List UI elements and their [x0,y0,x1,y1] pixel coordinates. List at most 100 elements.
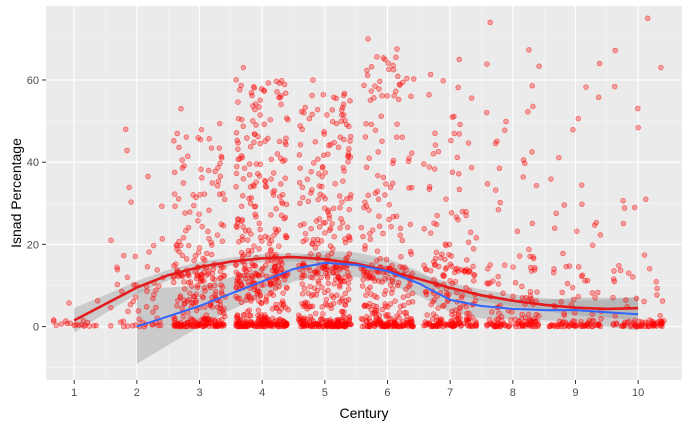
data-point [120,252,127,259]
data-point [253,179,259,185]
data-point [346,315,353,321]
data-point [525,109,531,115]
data-point [380,174,387,181]
data-point [433,249,440,256]
data-point [579,272,586,278]
data-point [561,202,568,208]
data-point [631,204,638,211]
data-point [346,123,352,130]
data-point [211,276,218,283]
data-point [238,203,245,209]
data-point [389,180,396,186]
data-point [409,290,416,297]
data-point [626,318,632,324]
data-point [394,323,400,330]
data-point [122,126,129,133]
data-point [421,161,427,167]
data-point [195,218,201,224]
data-point [382,276,388,282]
data-point [394,121,400,127]
data-point [235,115,242,122]
data-point [610,294,616,301]
data-point [473,235,480,241]
data-point [278,101,284,108]
data-point [385,322,392,329]
data-point [341,136,347,143]
data-point [214,232,221,238]
data-point [216,145,223,151]
data-point [312,310,319,317]
data-point [198,126,205,133]
data-point [206,207,212,214]
data-point [307,283,313,290]
data-point [234,315,241,321]
data-point [483,109,490,116]
data-point [329,107,336,113]
data-point [322,301,329,307]
data-point [428,230,434,236]
data-point [646,323,652,330]
data-point [388,290,395,296]
data-point [381,322,388,329]
data-point [635,105,641,112]
data-point [315,252,322,258]
data-point [388,223,394,230]
data-point [256,246,262,252]
data-point [257,226,263,233]
data-point [327,141,334,148]
data-point [379,138,385,144]
data-point [187,209,193,215]
data-point [215,165,221,171]
data-point [207,284,214,291]
data-point [558,321,565,328]
data-point [199,223,205,230]
data-point [247,184,254,190]
data-point [308,168,314,175]
data-point [387,301,394,307]
data-point [181,163,187,169]
data-point [206,320,213,326]
data-point [364,287,371,293]
data-point [341,92,347,99]
data-point [399,322,405,329]
data-point [496,321,503,327]
data-point [108,237,114,244]
data-point [393,134,400,140]
data-point [596,60,603,67]
data-point [244,237,251,243]
data-point [239,193,246,199]
data-point [636,318,642,325]
data-point [299,300,305,307]
data-point [221,196,228,203]
data-point [283,115,290,121]
data-point [201,191,208,197]
data-point [393,54,399,61]
data-point [153,304,159,311]
data-point [470,246,477,252]
data-point [276,138,283,145]
data-point [408,315,414,322]
data-point [464,257,470,263]
data-point [575,115,582,122]
data-point [526,317,533,324]
data-point [362,199,368,205]
data-point [315,240,321,247]
data-point [558,299,564,305]
data-point [262,183,269,189]
data-point [119,288,125,295]
data-point [318,316,324,323]
data-point [170,279,177,286]
data-point [533,182,540,189]
data-point [374,315,380,322]
data-point [530,321,537,328]
y-axis: 0 20 40 60 [27,75,46,334]
data-point [433,221,440,228]
data-point [251,243,257,249]
data-point [337,204,343,211]
data-point [302,299,309,306]
data-point [302,104,308,111]
data-point [309,92,315,99]
data-point [446,251,452,258]
data-point [551,225,558,231]
